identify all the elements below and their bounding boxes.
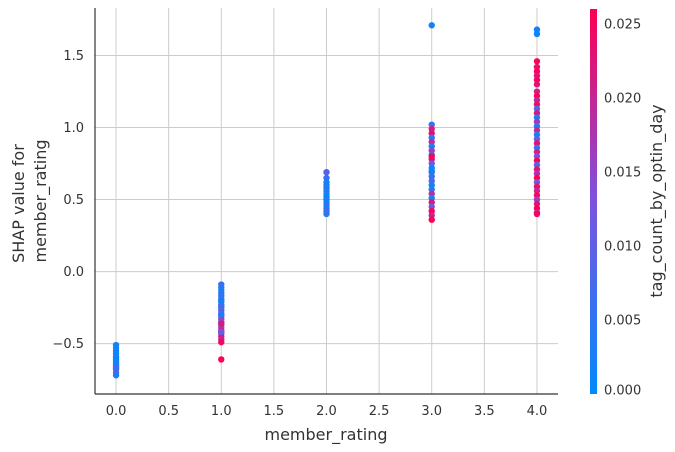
scatter-point bbox=[218, 302, 225, 310]
y-axis-label-line-1: SHAP value for bbox=[9, 144, 28, 263]
scatter-points bbox=[112, 22, 541, 379]
y-tick-label: 1.5 bbox=[63, 49, 84, 64]
scatter-point bbox=[428, 167, 435, 174]
x-tick-label: 0.5 bbox=[158, 404, 179, 419]
x-tick-label: 4.0 bbox=[527, 404, 548, 419]
scatter-point bbox=[428, 22, 435, 29]
colorbar bbox=[590, 9, 597, 394]
scatter-point bbox=[218, 297, 225, 304]
scatter-point bbox=[428, 153, 435, 160]
scatter-point bbox=[218, 320, 225, 327]
colorbar-tick-label: 0.000 bbox=[604, 384, 641, 399]
x-tick-labels: 0.0 0.5 1.0 1.5 2.0 2.5 3.0 3.5 4.0 bbox=[106, 404, 548, 419]
y-tick-label: −0.5 bbox=[52, 337, 84, 352]
x-tick-label: 1.0 bbox=[211, 404, 232, 419]
scatter-point bbox=[112, 372, 120, 379]
colorbar-tick-label: 0.005 bbox=[604, 313, 641, 328]
colorbar-label: tag_count_by_optin_day bbox=[647, 104, 667, 297]
scatter-point bbox=[218, 356, 225, 363]
colorbar-tick-label: 0.020 bbox=[604, 91, 641, 106]
y-axis-label: SHAP value for member_rating bbox=[9, 139, 51, 263]
scatter-point bbox=[428, 216, 435, 223]
y-tick-label: 1.0 bbox=[63, 121, 84, 136]
scatter-point bbox=[218, 311, 225, 318]
colorbar-tick-label: 0.025 bbox=[604, 17, 641, 32]
colorbar-tick-labels: 0.000 0.005 0.010 0.015 0.020 0.025 bbox=[604, 17, 641, 398]
y-tick-label: 0.0 bbox=[63, 265, 84, 280]
colorbar-tick-label: 0.010 bbox=[604, 239, 641, 254]
scatter-point bbox=[533, 210, 541, 218]
x-tick-label: 0.0 bbox=[106, 404, 127, 419]
scatter-point bbox=[323, 210, 330, 218]
y-tick-label: 0.5 bbox=[63, 193, 84, 208]
x-tick-label: 3.0 bbox=[421, 404, 442, 419]
scatter-point bbox=[218, 328, 225, 336]
x-tick-label: 1.5 bbox=[264, 404, 285, 419]
scatter-point bbox=[218, 338, 225, 346]
x-tick-label: 3.5 bbox=[474, 404, 495, 419]
scatter-point bbox=[533, 58, 541, 65]
colorbar-tick-label: 0.015 bbox=[604, 165, 641, 180]
x-axis-label: member_rating bbox=[265, 425, 388, 445]
x-tick-label: 2.0 bbox=[316, 404, 337, 419]
scatter-point bbox=[533, 81, 541, 88]
scatter-point bbox=[533, 30, 541, 38]
y-axis-label-line-2: member_rating bbox=[31, 140, 51, 263]
x-tick-label: 2.5 bbox=[369, 404, 390, 419]
scatter-point bbox=[323, 168, 330, 176]
y-tick-labels: −0.5 0.0 0.5 1.0 1.5 bbox=[52, 49, 84, 352]
